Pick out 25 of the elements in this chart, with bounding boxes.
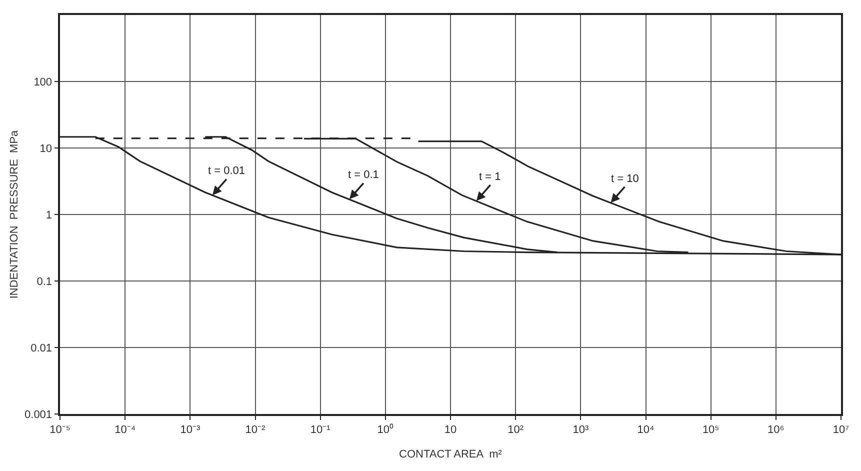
annotation: t = 0.1 [348, 169, 379, 181]
x-tick-label: 10⁷ [832, 424, 850, 436]
x-tick-label: 10⁰ [377, 422, 394, 436]
y-tick-label: 0.1 [36, 276, 52, 288]
y-axis-title: INDENTATION PRESSURE MPa [8, 129, 21, 299]
x-tick-label: 10⁶ [768, 424, 784, 436]
y-tick-label: 10 [40, 142, 52, 155]
annotation: t = 1 [479, 171, 501, 183]
y-tick-label: 0.001 [24, 408, 52, 421]
x-tick-label: 10⁻³ [180, 424, 200, 436]
x-tick-label: 10⁻⁵ [50, 424, 70, 436]
x-tick-label: 10⁵ [702, 424, 720, 436]
y-tick-label: 1 [46, 209, 52, 222]
x-tick-label: 10⁻² [245, 424, 266, 436]
annotation: t = 10 [611, 173, 639, 185]
x-tick-label: 10³ [572, 424, 589, 436]
x-tick-label: 10 [444, 424, 457, 436]
x-tick-label: 10⁻⁴ [114, 424, 136, 436]
annotation: t = 0.01 [208, 165, 246, 177]
x-axis-title: CONTACT AREA m² [399, 448, 502, 461]
x-tick-label: 10⁴ [637, 424, 654, 436]
x-tick-label: 10⁻¹ [310, 424, 331, 436]
x-tick-label: 10² [508, 424, 524, 436]
y-tick-label: 100 [34, 76, 52, 88]
y-tick-label: 0.01 [30, 342, 52, 354]
